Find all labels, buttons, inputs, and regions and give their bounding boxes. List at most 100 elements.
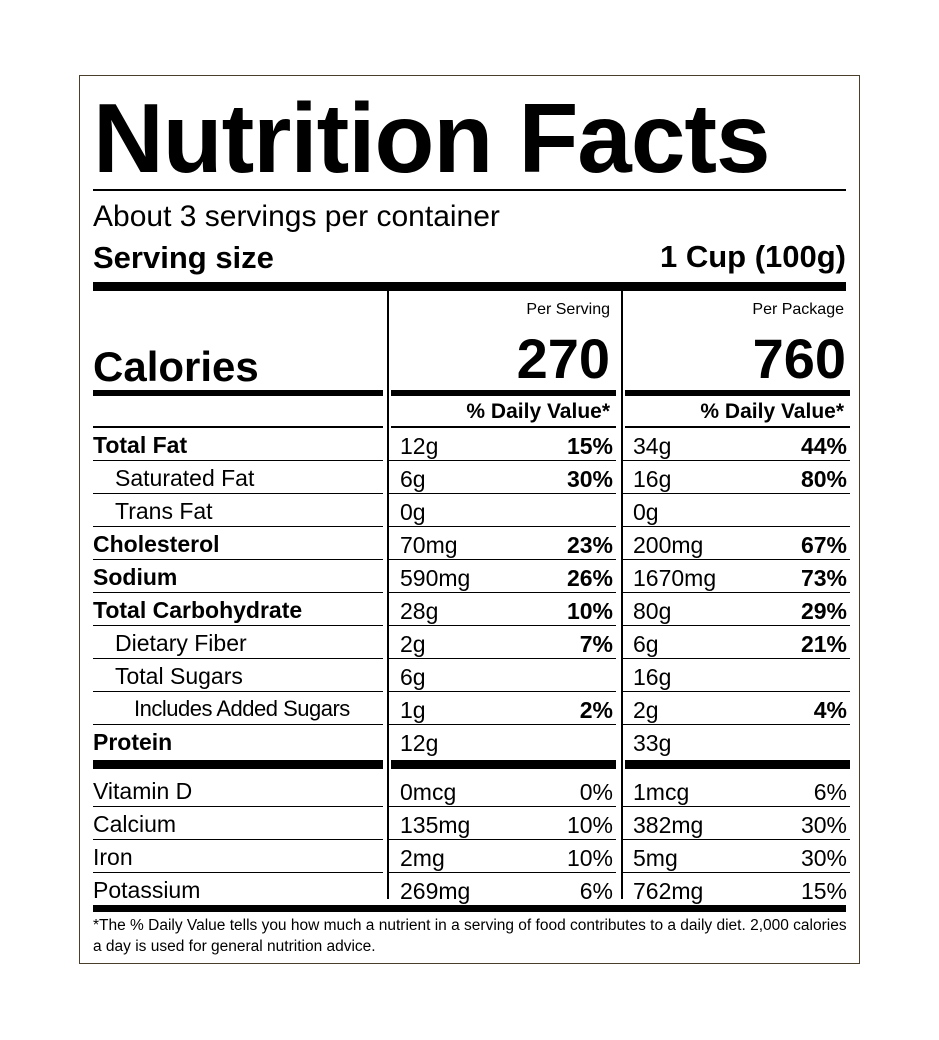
vitamin-name: Calcium bbox=[93, 807, 383, 840]
footnote: *The % Daily Value tells you how much a … bbox=[93, 917, 847, 955]
package-cell: 200mg 67% bbox=[623, 527, 850, 560]
daily-value: 7% bbox=[579, 631, 613, 657]
daily-value: 67% bbox=[800, 532, 847, 558]
daily-value: 30% bbox=[566, 466, 613, 492]
serving-cell: 590mg 26% bbox=[389, 560, 616, 593]
serving-cell: 1g 2% bbox=[389, 692, 616, 725]
nutrient-name: Sodium bbox=[93, 560, 383, 593]
nutrient-name: Cholesterol bbox=[93, 527, 383, 560]
serving-cell: 135mg 10% bbox=[389, 807, 616, 840]
nutrient-row: Total Carbohydrate 28g 10% 80g 29% bbox=[93, 593, 850, 626]
package-cell: 2g 4% bbox=[623, 692, 850, 725]
calories-per-serving: 270 bbox=[516, 327, 610, 390]
divider bbox=[93, 426, 383, 428]
vitamins-divider bbox=[93, 760, 383, 769]
amount: 2mg bbox=[400, 845, 445, 871]
daily-value: 2% bbox=[579, 697, 613, 723]
vitamin-row: Potassium 269mg 6% 762mg 15% bbox=[93, 873, 847, 906]
column-divider bbox=[621, 291, 623, 899]
nutrient-row: Cholesterol 70mg 23% 200mg 67% bbox=[93, 527, 850, 560]
calories-per-package: 760 bbox=[752, 327, 846, 390]
amount: 33g bbox=[633, 730, 672, 756]
package-cell: 16g bbox=[623, 659, 850, 692]
daily-value: 21% bbox=[800, 631, 847, 657]
daily-value: 0% bbox=[579, 779, 613, 805]
amount: 200mg bbox=[633, 532, 704, 558]
daily-value: 15% bbox=[566, 433, 613, 459]
amount: 16g bbox=[633, 664, 672, 690]
amount: 1g bbox=[400, 697, 426, 723]
label-title: Nutrition Facts bbox=[93, 83, 770, 193]
nutrient-name: Saturated Fat bbox=[93, 461, 383, 494]
amount: 80g bbox=[633, 598, 672, 624]
amount: 1670mg bbox=[633, 565, 717, 591]
daily-value: 10% bbox=[566, 598, 613, 624]
amount: 135mg bbox=[400, 812, 471, 838]
daily-value-heading: % Daily Value* bbox=[700, 400, 844, 423]
footnote-divider bbox=[93, 905, 846, 912]
amount: 28g bbox=[400, 598, 439, 624]
nutrient-name: Trans Fat bbox=[93, 494, 383, 527]
serving-cell: 2mg 10% bbox=[389, 840, 616, 873]
vitamins-divider bbox=[625, 760, 850, 769]
daily-value: 26% bbox=[566, 565, 613, 591]
divider bbox=[625, 426, 850, 428]
amount: 0g bbox=[400, 499, 426, 525]
amount: 0g bbox=[633, 499, 659, 525]
serving-cell: 12g bbox=[389, 725, 616, 758]
package-cell: 762mg 15% bbox=[623, 873, 850, 906]
nutrition-facts-label: Nutrition Facts About 3 servings per con… bbox=[79, 75, 860, 964]
package-cell: 5mg 30% bbox=[623, 840, 850, 873]
nutrient-row: Sodium 590mg 26% 1670mg 73% bbox=[93, 560, 850, 593]
nutrient-name: Protein bbox=[93, 729, 173, 755]
serving-size-value: 1 Cup (100g) bbox=[659, 239, 846, 274]
serving-cell: 6g 30% bbox=[389, 461, 616, 494]
serving-cell: 12g 15% bbox=[389, 428, 616, 461]
amount: 382mg bbox=[633, 812, 704, 838]
daily-value: 6% bbox=[579, 878, 613, 904]
calories-label: Calories bbox=[93, 343, 259, 390]
amount: 590mg bbox=[400, 565, 471, 591]
amount: 0mcg bbox=[400, 779, 457, 805]
vitamin-row: Vitamin D 0mcg 0% 1mcg 6% bbox=[93, 774, 850, 807]
serving-cell: 0g bbox=[389, 494, 616, 527]
nutrient-row: Dietary Fiber 2g 7% 6g 21% bbox=[93, 626, 850, 659]
package-cell: 382mg 30% bbox=[623, 807, 850, 840]
nutrient-row: Includes Added Sugars 1g 2% 2g 4% bbox=[93, 692, 850, 725]
nutrient-name: Dietary Fiber bbox=[93, 626, 383, 659]
daily-value: 44% bbox=[800, 433, 847, 459]
daily-value: 30% bbox=[800, 845, 847, 871]
nutrient-row: Trans Fat 0g 0g bbox=[93, 494, 850, 527]
daily-value: 73% bbox=[800, 565, 847, 591]
calories-divider bbox=[391, 390, 616, 396]
amount: 2g bbox=[633, 697, 659, 723]
daily-value: 15% bbox=[800, 878, 847, 904]
amount: 5mg bbox=[633, 845, 678, 871]
divider bbox=[391, 426, 616, 428]
label-inner: Nutrition Facts About 3 servings per con… bbox=[93, 76, 850, 963]
package-cell: 80g 29% bbox=[623, 593, 850, 626]
amount: 12g bbox=[400, 433, 439, 459]
daily-value: 10% bbox=[566, 812, 613, 838]
package-cell: 34g 44% bbox=[623, 428, 850, 461]
amount: 6g bbox=[633, 631, 659, 657]
nutrient-name: Total Carbohydrate bbox=[93, 593, 383, 626]
daily-value: 6% bbox=[813, 779, 847, 805]
vitamins-divider bbox=[391, 760, 616, 769]
nutrient-row: Protein 12g 33g bbox=[93, 725, 846, 758]
divider bbox=[93, 189, 846, 191]
amount: 70mg bbox=[400, 532, 458, 558]
daily-value: 80% bbox=[800, 466, 847, 492]
daily-value: 4% bbox=[813, 697, 847, 723]
vitamin-row: Iron 2mg 10% 5mg 30% bbox=[93, 840, 850, 873]
package-cell: 6g 21% bbox=[623, 626, 850, 659]
nutrient-row: Saturated Fat 6g 30% 16g 80% bbox=[93, 461, 850, 494]
amount: 34g bbox=[633, 433, 672, 459]
daily-value: 29% bbox=[800, 598, 847, 624]
daily-value-heading: % Daily Value* bbox=[466, 400, 610, 423]
calories-divider bbox=[625, 390, 850, 396]
serving-cell: 6g bbox=[389, 659, 616, 692]
servings-per-container: About 3 servings per container bbox=[93, 200, 500, 233]
amount: 762mg bbox=[633, 878, 704, 904]
serving-cell: 2g 7% bbox=[389, 626, 616, 659]
